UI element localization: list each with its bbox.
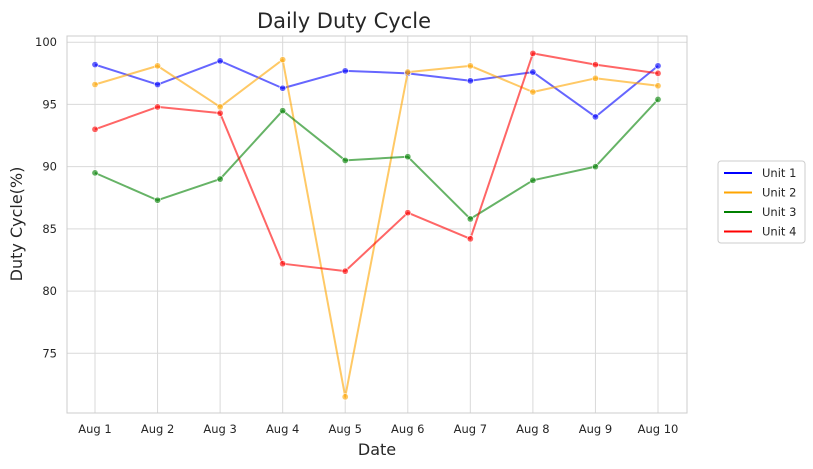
data-point-unit-4 xyxy=(529,49,537,57)
x-tick-label: Aug 2 xyxy=(141,422,174,436)
data-point-unit-4 xyxy=(216,109,224,117)
x-tick-label: Aug 5 xyxy=(329,422,362,436)
y-axis-label: Duty Cycle(%) xyxy=(7,167,26,282)
data-point-unit-1 xyxy=(466,77,474,85)
legend-item-unit-4: Unit 4 xyxy=(724,225,796,239)
series-unit-2 xyxy=(91,56,662,401)
data-point-unit-1 xyxy=(91,61,99,69)
x-tick-label: Aug 4 xyxy=(266,422,299,436)
data-point-unit-3 xyxy=(341,156,349,164)
data-point-unit-2 xyxy=(654,82,662,90)
data-point-unit-3 xyxy=(279,107,287,115)
data-point-unit-3 xyxy=(91,169,99,177)
chart-title: Daily Duty Cycle xyxy=(257,9,431,33)
data-point-unit-2 xyxy=(466,62,474,70)
data-point-unit-2 xyxy=(91,81,99,89)
legend-item-unit-1: Unit 1 xyxy=(724,166,796,180)
data-point-unit-3 xyxy=(591,163,599,171)
data-point-unit-3 xyxy=(154,196,162,204)
data-point-unit-2 xyxy=(154,62,162,70)
series-unit-3 xyxy=(91,95,662,223)
data-point-unit-1 xyxy=(529,68,537,76)
data-point-unit-4 xyxy=(341,267,349,275)
data-point-unit-4 xyxy=(466,235,474,243)
data-point-unit-2 xyxy=(341,393,349,401)
x-tick-label: Aug 7 xyxy=(454,422,487,436)
data-point-unit-4 xyxy=(591,61,599,69)
legend-label: Unit 3 xyxy=(762,205,796,219)
data-point-unit-3 xyxy=(466,215,474,223)
tick-labels: Aug 1 Aug 2 Aug 3 Aug 4 Aug 5 Aug 6 Aug 7 Aug 8… xyxy=(35,35,678,436)
data-point-unit-3 xyxy=(654,95,662,103)
data-point-unit-2 xyxy=(404,68,412,76)
x-tick-label: Aug 3 xyxy=(203,422,236,436)
data-point-unit-1 xyxy=(216,57,224,65)
y-tick-label: 75 xyxy=(42,346,57,360)
y-tick-label: 85 xyxy=(42,222,57,236)
y-tick-label: 90 xyxy=(42,160,57,174)
data-point-unit-2 xyxy=(529,88,537,96)
legend-label: Unit 1 xyxy=(762,166,796,180)
x-tick-label: Aug 8 xyxy=(516,422,549,436)
data-point-unit-1 xyxy=(154,81,162,89)
x-axis-label: Date xyxy=(358,440,396,459)
data-point-unit-1 xyxy=(591,113,599,121)
data-point-unit-1 xyxy=(654,62,662,70)
data-point-unit-3 xyxy=(529,176,537,184)
plot-area xyxy=(66,35,688,414)
series-line-unit-1 xyxy=(94,59,659,118)
series-unit-1 xyxy=(91,57,662,121)
data-point-unit-3 xyxy=(216,175,224,183)
data-point-unit-2 xyxy=(279,56,287,64)
legend-item-unit-3: Unit 3 xyxy=(724,205,796,219)
legend-item-unit-2: Unit 2 xyxy=(724,186,796,200)
x-tick-label: Aug 6 xyxy=(391,422,424,436)
data-point-unit-2 xyxy=(591,74,599,82)
data-point-unit-1 xyxy=(341,67,349,75)
data-point-unit-4 xyxy=(91,125,99,133)
data-point-unit-3 xyxy=(404,153,412,161)
x-tick-label: Aug 1 xyxy=(78,422,111,436)
legend-box xyxy=(717,160,806,244)
grid-lines xyxy=(67,36,687,413)
data-point-unit-4 xyxy=(154,103,162,111)
x-tick-label: Aug 10 xyxy=(638,422,679,436)
legend-label: Unit 4 xyxy=(762,225,796,239)
data-point-unit-4 xyxy=(654,69,662,77)
series-line-unit-3 xyxy=(94,98,659,220)
series-line-unit-2 xyxy=(94,58,659,398)
data-point-unit-4 xyxy=(279,260,287,268)
y-tick-label: 95 xyxy=(42,97,57,111)
series-line-unit-4 xyxy=(94,52,659,273)
x-tick-label: Aug 9 xyxy=(579,422,612,436)
series-unit-4 xyxy=(91,49,662,275)
data-point-unit-4 xyxy=(404,209,412,217)
legend-label: Unit 2 xyxy=(762,186,796,200)
data-point-unit-2 xyxy=(216,103,224,111)
y-tick-label: 100 xyxy=(35,35,57,49)
y-tick-label: 80 xyxy=(42,284,57,298)
data-point-unit-1 xyxy=(279,84,287,92)
series-lines xyxy=(91,49,662,401)
legend: Unit 1 Unit 2 Unit 3 Unit 4 xyxy=(717,160,806,244)
